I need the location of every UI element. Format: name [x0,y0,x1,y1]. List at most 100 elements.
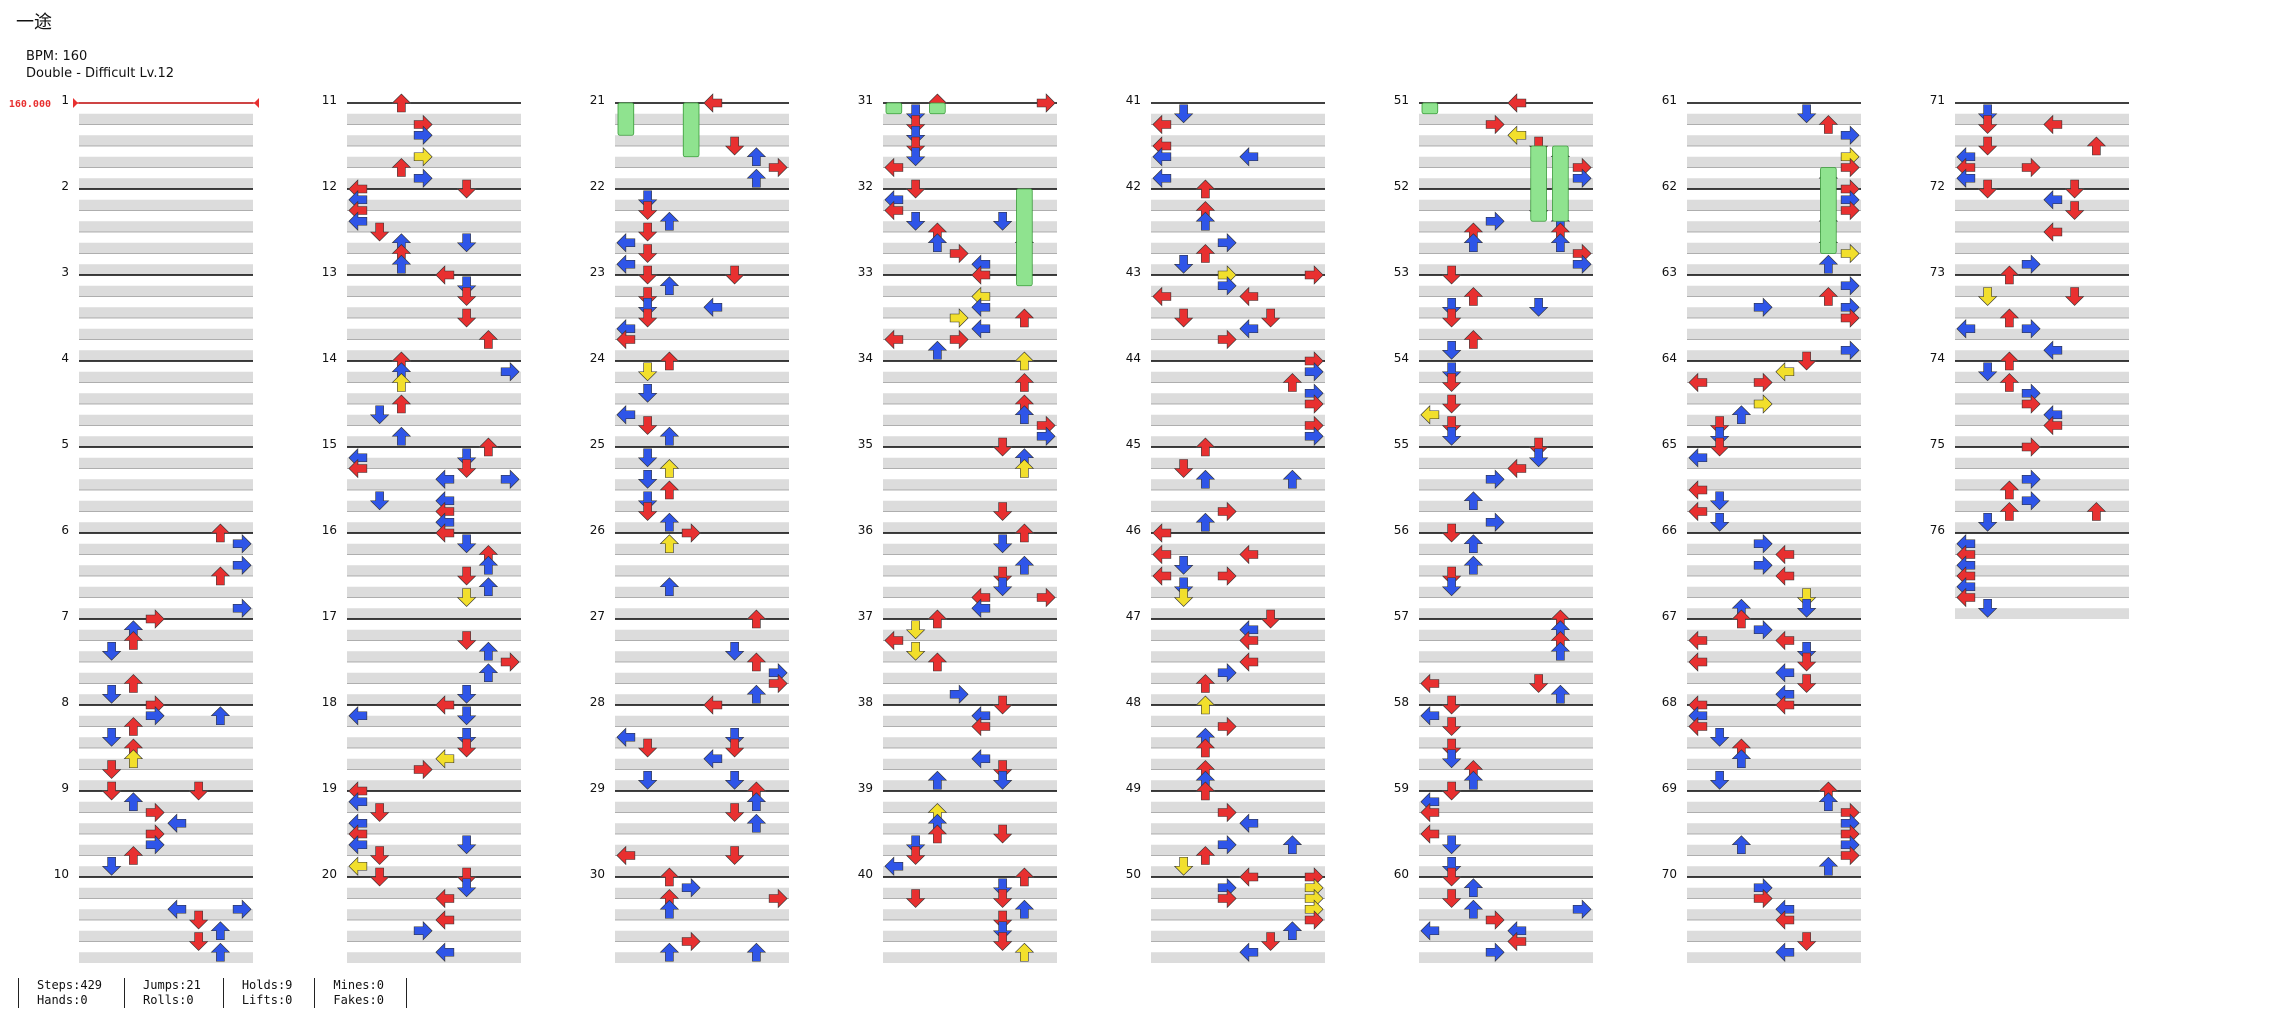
note-arrow [1217,276,1237,296]
note-arrow [101,727,122,747]
note-arrow [1485,211,1505,231]
beat-stripe [1151,500,1325,512]
note-arrow [681,523,701,543]
beat-stripe [883,672,1057,684]
note-arrow [1441,889,1462,908]
beat-stripe [79,522,253,533]
beat-stripe [347,457,521,469]
beat-stripe [79,758,253,770]
beat-stripe [1419,823,1593,834]
bpm-text: BPM: 160 [26,49,88,64]
measure: 61 [1662,93,1861,189]
measure: 41 [1126,93,1325,189]
note-arrow [724,803,745,822]
measure: 13 [322,265,521,361]
beat-stripe [615,522,789,533]
measure: 73 [1930,265,2129,361]
hold-note [617,102,635,136]
note-arrow [1441,781,1462,801]
beat-stripe [1419,414,1593,426]
measure-number: 42 [1126,179,1141,193]
measure: 42 [1126,179,1325,275]
beat-stripe [1687,586,1861,598]
measure-notes [724,609,788,704]
beat-stripe [1419,887,1593,899]
note-arrow [2043,222,2063,242]
note-arrow [1152,147,1172,167]
note-arrow [1818,115,1839,134]
note-arrow [101,760,122,779]
measure: 18 [322,695,521,791]
hold-note [1552,145,1569,222]
beat-stripe [1419,350,1593,361]
note-arrow [637,383,658,403]
beat-stripe [1419,328,1593,340]
note-arrow [478,437,499,457]
measure-notes [101,781,209,876]
beat-stripe [1151,909,1325,920]
note-arrow [1550,684,1571,704]
measure-notes [1463,437,1549,532]
beat-stripe [1419,156,1593,168]
beat-stripe [1151,565,1325,576]
beat-stripe [79,135,253,146]
measure-notes [1688,437,1730,532]
beat-stripe [615,715,789,727]
beat-stripe [79,221,253,232]
measure-number: 58 [1394,695,1409,709]
beat-stripe [1955,393,2129,404]
note-arrow [746,942,767,962]
measure-notes [1420,609,1571,704]
note-arrow [746,609,767,629]
note-arrow [746,684,767,704]
measure: 67 [1662,609,1861,705]
note-arrow [1304,265,1324,285]
beat-stripe [1151,371,1325,383]
note-arrow [1463,770,1484,790]
note-arrow [1709,770,1730,790]
beat-stripe [1419,457,1593,469]
note-arrow [1999,308,2020,328]
note-arrow [1441,394,1462,414]
note-arrow [1152,544,1172,565]
note-arrow [949,684,969,704]
beat-stripe [1687,113,1861,125]
measure-notes [659,523,701,597]
note-arrow [456,684,477,704]
beat-stripe [615,737,789,748]
note-arrow [101,641,122,661]
beat-stripe [347,371,521,383]
note-arrow [435,942,455,962]
note-arrow [1173,555,1194,575]
beat-stripe [1687,887,1861,899]
measure: 49 [1126,781,1325,877]
note-arrow [637,265,658,285]
beat-stripe [615,672,789,684]
note-arrow [1977,179,1998,199]
measure-notes [456,631,520,704]
beat-stripe [883,694,1057,705]
note-arrow [637,416,658,435]
note-arrow [210,921,231,941]
note-arrow [1304,910,1324,930]
beat-stripe [347,500,521,512]
note-arrow [1420,673,1440,694]
measure: 8 [61,695,253,791]
beat-stripe [615,285,789,297]
note-arrow [1507,458,1527,479]
beat-stripe [347,199,521,211]
note-arrow [1485,469,1505,489]
note-arrow [1441,749,1462,769]
note-arrow [1753,888,1773,909]
beat-stripe [347,565,521,576]
beat-stripe [1955,500,2129,512]
note-arrow [188,781,209,801]
measure-number: 31 [858,93,873,107]
note-arrow [2021,469,2041,489]
hold-note [682,102,700,158]
note-arrow [637,362,658,382]
note-arrow [637,770,658,790]
beat-stripe [883,500,1057,512]
beat-stripe [1151,393,1325,404]
note-arrow [1282,373,1303,392]
